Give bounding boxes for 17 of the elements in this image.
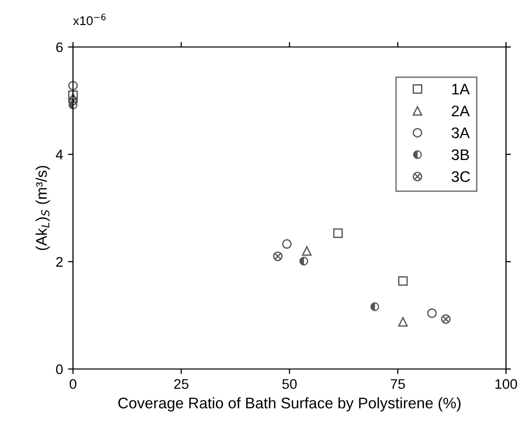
legend-label: 3A (452, 127, 470, 138)
y-axis-title: (Ak$_{L}$)$_{S}$ (m³/s) (36, 166, 50, 250)
legend-label: 2A (452, 106, 470, 116)
y-tick-label: 4 (56, 150, 63, 160)
x-tick-label: 0 (70, 379, 76, 389)
y-tick-label: 0 (56, 364, 63, 374)
legend-label: 3C (452, 171, 470, 182)
y-tick-label: 2 (56, 257, 63, 267)
x-tick-label: 25 (174, 379, 188, 389)
text: x10$^{−6}$ (73, 14, 106, 26)
x-tick-label: 75 (390, 379, 405, 389)
legend-label: 1A (452, 84, 470, 94)
legend-label: 3B (452, 149, 469, 160)
x-axis-title: Coverage Ratio of Bath Surface by Polystirene (%) (118, 397, 461, 412)
x-tick-label: 100 (495, 379, 518, 389)
y-tick-label: 6 (56, 42, 63, 52)
x-tick-label: 50 (282, 379, 297, 389)
